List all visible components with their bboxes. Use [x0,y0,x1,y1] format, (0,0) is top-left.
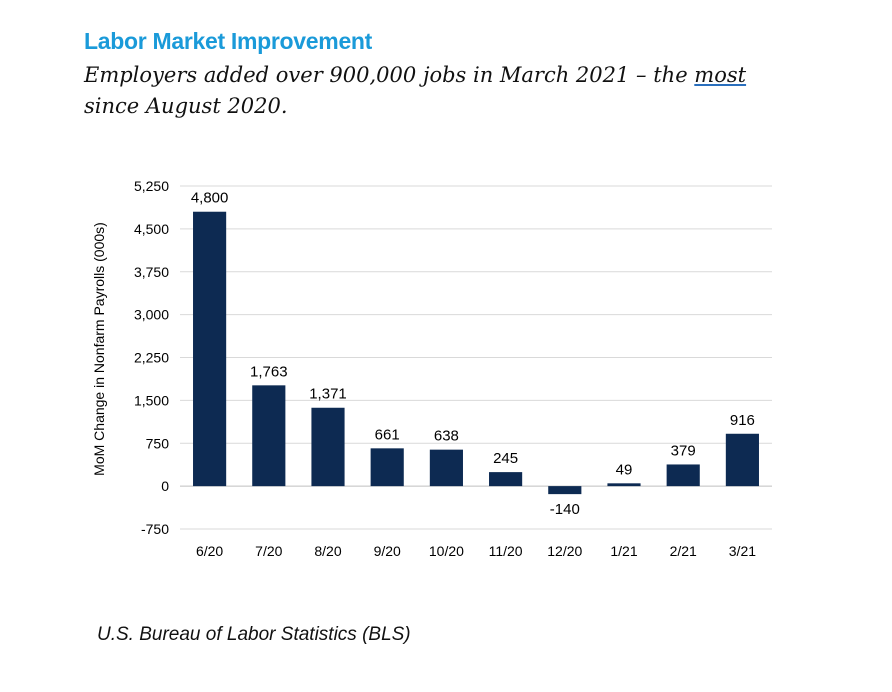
x-tick-labels: 6/20 7/20 8/20 9/20 10/20 11/20 12/20 1/21 2/21 3… [196,543,756,559]
x-tick-label: 1/21 [610,543,637,559]
subtitle-text-1: Employers added over 900,000 jobs in Mar… [84,63,695,87]
data-label: 1,371 [309,386,347,403]
data-label: 49 [616,461,633,478]
chart-subtitle: Employers added over 900,000 jobs in Mar… [84,60,784,122]
x-tick-label: 6/20 [196,543,223,559]
data-label: 916 [730,412,755,429]
y-tick-label: 4,500 [134,221,169,237]
data-label: 245 [493,450,518,467]
subtitle-text-2: since August 2020. [84,94,288,118]
y-tick-label: 5,250 [134,178,169,194]
x-tick-label: 10/20 [429,543,464,559]
y-tick-label: 2,250 [134,350,169,366]
y-tick-label: 750 [146,435,170,451]
x-tick-label: 12/20 [547,543,582,559]
data-label: 638 [434,428,459,445]
bar [193,211,227,487]
bar [548,486,582,495]
data-label: -140 [550,501,580,518]
data-label: 379 [671,442,696,459]
chart-title: Labor Market Improvement [84,28,373,54]
bar [370,448,404,487]
x-tick-label: 7/20 [255,543,282,559]
x-tick-label: 2/21 [670,543,697,559]
x-tick-label: 3/21 [729,543,756,559]
x-tick-label: 11/20 [489,543,523,559]
y-tick-label: 3,000 [134,307,169,323]
subtitle-highlight: most [694,63,747,87]
data-label: 661 [375,426,400,443]
bar [252,385,286,487]
data-label: 1,763 [250,363,288,380]
bar [311,407,345,487]
source-note: U.S. Bureau of Labor Statistics (BLS) [97,624,411,645]
y-tick-label: -750 [141,521,169,537]
x-tick-label: 9/20 [374,543,401,559]
bar [429,449,463,487]
bar [666,464,700,487]
bar [489,472,523,487]
y-tick-labels: -750 0 750 1,500 2,250 3,000 3,750 4,500 5,250 [134,178,169,537]
y-axis-label: MoM Change in Nonfarm Payrolls (000s) [91,222,107,476]
data-label: 4,800 [191,190,229,207]
x-tick-label: 8/20 [314,543,341,559]
bar [725,433,759,487]
y-tick-label: 0 [161,478,169,494]
data-labels: 4,800 1,763 1,371 661 638 245 -140 49 379 916 [191,190,755,518]
y-tick-label: 3,750 [134,264,169,280]
y-tick-label: 1,500 [134,392,169,408]
bar [607,483,641,487]
bars [193,211,759,495]
